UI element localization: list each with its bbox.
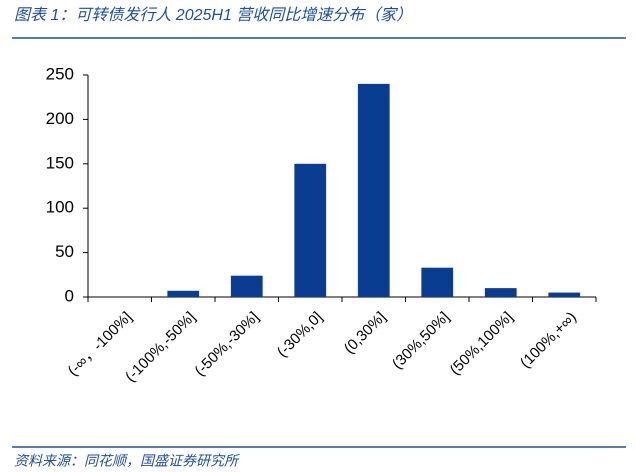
y-tick-label: 100 xyxy=(46,198,74,217)
bar xyxy=(548,292,581,297)
y-tick-label: 250 xyxy=(46,64,74,83)
y-tick-label: 150 xyxy=(46,153,74,172)
x-tick-label: (30%,50%] xyxy=(389,309,453,373)
x-tick-label: (-∞，-100%] xyxy=(65,309,136,380)
x-tick-label: (0,30%] xyxy=(341,309,390,358)
x-tick-label: (-30%,0] xyxy=(274,309,326,361)
x-tick-label: (50%,100%] xyxy=(447,309,517,379)
x-tick-label: (-50%,-30%] xyxy=(191,309,262,380)
bar xyxy=(484,288,517,297)
bar xyxy=(294,163,327,297)
chart-title: 图表 1：可转债发行人 2025H1 营收同比增速分布（家） xyxy=(14,6,412,24)
y-tick-label: 200 xyxy=(46,109,74,128)
y-tick-label: 50 xyxy=(55,242,74,261)
bar xyxy=(357,83,390,297)
x-tick-label: (100%,+∞) xyxy=(517,309,580,372)
bar xyxy=(230,275,263,297)
bar xyxy=(167,290,200,297)
source-note: 资料来源：同花顺，国盛证券研究所 xyxy=(14,453,240,469)
bar xyxy=(421,267,454,297)
y-tick-label: 0 xyxy=(65,286,74,305)
